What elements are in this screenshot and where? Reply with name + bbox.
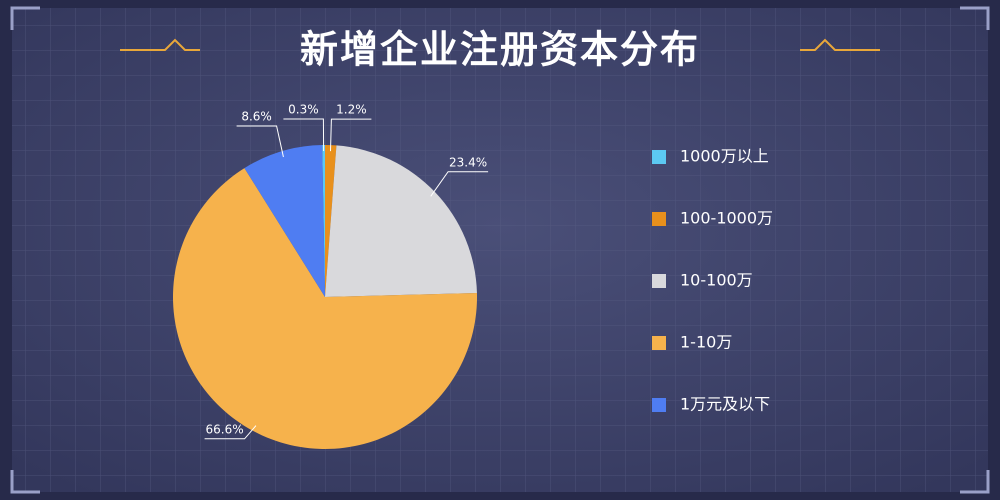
pie-slice — [173, 168, 477, 450]
title-deco-left — [120, 38, 200, 51]
legend-label: 1000万以上 — [680, 147, 769, 166]
legend-label: 100-1000万 — [680, 209, 773, 228]
corner-frame — [10, 6, 990, 494]
legend-label: 1-10万 — [680, 333, 732, 352]
leader-line — [329, 118, 372, 152]
legend-label: 10-100万 — [680, 271, 753, 290]
grid-pattern — [12, 8, 988, 492]
pie: 0.3% 1.2% 23.4% 66.6% 8.6% — [173, 103, 489, 450]
data-label: 23.4% — [449, 155, 487, 169]
pie-slice — [325, 145, 477, 297]
leader-line — [236, 125, 284, 158]
pie-slice — [244, 145, 325, 297]
leader-line — [283, 118, 325, 152]
legend-swatch — [652, 274, 666, 288]
legend-swatch — [652, 212, 666, 226]
legend-swatch — [652, 336, 666, 350]
leader-line — [430, 171, 489, 197]
data-label: 8.6% — [241, 110, 272, 124]
title-deco-right — [800, 38, 880, 51]
pie-slice — [322, 145, 325, 297]
pie-slice — [325, 145, 337, 297]
legend-label: 1万元及以下 — [680, 395, 770, 414]
leader-line — [204, 425, 257, 440]
legend: 1000万以上 100-1000万 10-100万 1-10万 1万元及以下 — [652, 147, 773, 414]
legend-swatch — [652, 150, 666, 164]
data-label: 0.3% — [288, 103, 319, 117]
data-label: 1.2% — [336, 103, 367, 117]
chart-title: 新增企业注册资本分布 — [300, 28, 700, 72]
data-label: 66.6% — [206, 422, 244, 436]
legend-swatch — [652, 398, 666, 412]
